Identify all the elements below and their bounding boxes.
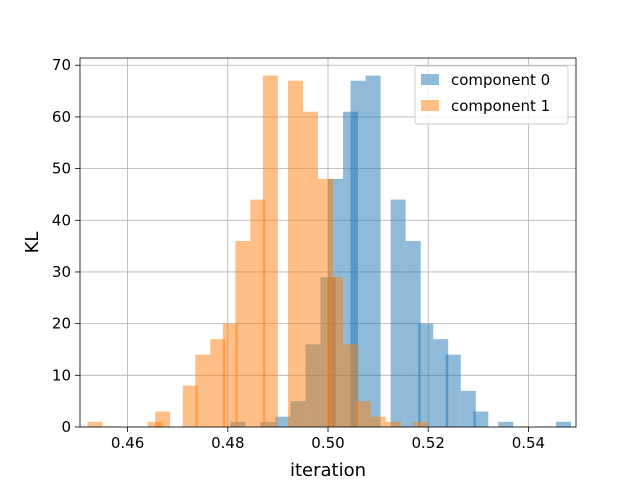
x-tick-label: 0.48	[211, 434, 244, 452]
histogram-bar-series-0	[390, 199, 406, 427]
histogram-bar-series-0	[433, 339, 449, 427]
y-tick-label: 20	[52, 315, 71, 333]
histogram-bar-series-0	[460, 390, 476, 427]
histogram-bar-series-1	[343, 344, 359, 427]
y-tick-label: 60	[52, 108, 71, 126]
y-tick-label: 40	[52, 211, 71, 229]
legend-swatch	[421, 74, 439, 85]
y-axis-label: KL	[22, 232, 43, 254]
x-tick-label: 0.50	[311, 434, 344, 452]
histogram-bar-series-1	[355, 401, 371, 427]
histogram-bar-series-0	[445, 354, 461, 427]
histogram-bar-series-1	[287, 80, 303, 427]
histogram-bar-series-1	[155, 411, 171, 427]
legend-label: component 1	[451, 97, 550, 115]
legend: component 0 component 1	[414, 65, 569, 125]
axis-ticks: 0.46 0.48 0.50 0.52 0.54 0 10 20 30 40 50 60 70	[52, 56, 545, 452]
x-tick-label: 0.52	[411, 434, 444, 452]
histogram-bar-series-1	[222, 323, 238, 427]
histogram-bar-series-1	[413, 421, 429, 427]
x-tick-label: 0.54	[512, 434, 545, 452]
histogram-bar-series-1	[262, 75, 278, 428]
histogram-bar-series-1	[302, 111, 318, 428]
histogram-bar-series-0	[350, 80, 366, 427]
y-tick-label: 0	[61, 418, 71, 436]
histogram-bar-series-0	[555, 421, 571, 427]
histogram-bar-series-1	[235, 240, 251, 427]
y-tick-label: 50	[52, 160, 71, 178]
y-tick-label: 30	[52, 263, 71, 281]
histogram-bar-series-0	[275, 416, 291, 427]
histogram-bar-series-1	[210, 339, 226, 427]
histogram-bar-series-0	[365, 75, 381, 428]
y-tick-label: 70	[52, 56, 71, 74]
y-tick-label: 10	[52, 366, 71, 384]
histogram-bar-series-0	[418, 323, 434, 427]
histogram-bar-series-0	[405, 240, 421, 427]
histogram-bar-series-1	[182, 385, 198, 427]
legend-label: component 0	[451, 71, 550, 89]
x-axis-label: iteration	[290, 460, 366, 480]
histogram-bar-series-1	[250, 199, 266, 427]
histogram-bar-series-1	[328, 277, 344, 427]
histogram-bars	[87, 75, 571, 428]
histogram-bar-series-1	[195, 354, 211, 427]
histogram-bar-series-1	[385, 421, 401, 427]
histogram-bar-series-0	[473, 411, 489, 427]
histogram-bar-series-1	[87, 421, 103, 427]
histogram-bar-series-1	[370, 416, 386, 427]
x-tick-label: 0.46	[111, 434, 144, 452]
legend-box	[414, 65, 569, 125]
legend-swatch	[421, 100, 439, 111]
histogram-bar-series-0	[498, 421, 514, 427]
